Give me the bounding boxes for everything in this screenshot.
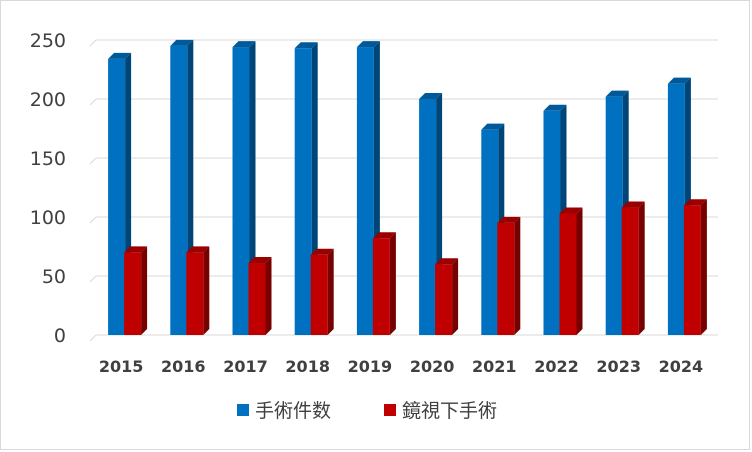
x-tick-label: 2020 — [410, 357, 455, 376]
legend-label: 鏡視下手術 — [402, 400, 497, 422]
bar-series-2-side — [389, 232, 396, 335]
bars — [108, 39, 707, 336]
x-tick-label: 2024 — [659, 357, 704, 376]
bar-series-1-front — [108, 58, 126, 335]
bar-series-2 — [310, 248, 334, 335]
bar-series-1-front — [356, 47, 374, 336]
bar-series-1-front — [667, 83, 685, 335]
gridline-depth — [89, 275, 97, 283]
bar-series-2 — [124, 246, 148, 335]
x-tick-label: 2023 — [596, 357, 641, 376]
bar-series-2-front — [683, 205, 701, 335]
bar-series-1-front — [543, 110, 561, 335]
bar-series-2 — [621, 201, 645, 335]
bar-series-2 — [435, 258, 459, 335]
gridline-depth — [89, 39, 97, 47]
bar-series-2 — [186, 246, 210, 335]
bar-series-1-front — [232, 47, 250, 336]
x-tick-label: 2018 — [285, 357, 330, 376]
y-tick-label: 200 — [30, 89, 66, 111]
legend-swatch — [384, 404, 396, 416]
x-tick-label: 2021 — [472, 357, 517, 376]
bar-series-2-front — [186, 252, 204, 335]
bar-series-2-top — [310, 248, 334, 255]
gridline-depth — [89, 216, 97, 224]
bar-series-1-top — [170, 39, 194, 46]
x-tick-label: 2017 — [223, 357, 268, 376]
y-tick-label: 100 — [30, 207, 66, 229]
bar-series-2 — [248, 257, 272, 335]
bar-series-1-front — [170, 45, 188, 336]
bar-series-2-side — [327, 248, 334, 335]
bar-series-1-top — [667, 77, 691, 84]
bar-series-1-top — [605, 90, 629, 97]
bar-series-1-top — [481, 123, 505, 130]
legend-swatch — [237, 404, 249, 416]
bar-series-2-top — [435, 258, 459, 265]
x-tick-label: 2015 — [99, 357, 144, 376]
x-axis-tick-labels: 2015 2016 2017 2018 2019 2020 2021 2022 2023 2024 — [99, 357, 703, 376]
bar-series-2-top — [248, 257, 272, 264]
bar-series-1-top — [419, 93, 443, 99]
bar-series-1-top — [356, 41, 380, 48]
bar-series-2-side — [452, 258, 459, 335]
bar-series-1-top — [543, 104, 567, 111]
bar-series-1-top — [294, 42, 318, 49]
bar-series-2-side — [638, 201, 645, 335]
x-tick-label: 2022 — [534, 357, 579, 376]
bar-series-1-front — [294, 48, 312, 335]
bar-series-2-front — [310, 254, 328, 335]
bar-series-2-front — [559, 213, 577, 335]
bar-series-2-side — [203, 246, 210, 335]
bar-series-2 — [683, 199, 707, 335]
bar-series-2 — [559, 207, 583, 335]
bar-series-2-front — [435, 264, 453, 335]
bar-series-2-top — [683, 199, 707, 206]
bar-series-2-side — [265, 257, 272, 335]
legend: 手術件数 鏡視下手術 — [237, 400, 497, 422]
bar-series-2 — [497, 216, 521, 335]
gridline-depth — [89, 98, 97, 106]
bar-series-2-top — [186, 246, 210, 253]
bar-series-1-front — [605, 96, 623, 335]
legend-label: 手術件数 — [255, 400, 331, 422]
bar-series-2-top — [124, 246, 148, 253]
x-tick-label: 2016 — [161, 357, 206, 376]
y-tick-label: 50 — [42, 266, 66, 288]
bar-series-2-side — [700, 199, 707, 335]
bar-series-2-side — [141, 246, 148, 335]
bar-series-2 — [372, 232, 396, 335]
y-tick-label: 150 — [30, 148, 66, 170]
bar-series-2-front — [372, 238, 390, 335]
bar-series-2-front — [621, 207, 639, 335]
bar-series-2-top — [372, 232, 396, 239]
bar-series-1-top — [232, 41, 256, 48]
gridline-depth — [89, 157, 97, 165]
bar-series-1-front — [419, 99, 437, 335]
bar-series-2-side — [576, 207, 583, 335]
x-tick-label: 2019 — [348, 357, 393, 376]
bar-series-2-top — [621, 201, 645, 208]
bar-series-2-front — [248, 263, 266, 335]
bar-series-2-front — [497, 222, 515, 335]
bar-series-2-side — [514, 216, 521, 335]
y-axis-tick-labels: 0 50 100 150 200 250 — [30, 30, 66, 347]
y-tick-label: 0 — [54, 325, 66, 347]
bar-series-2-front — [124, 252, 142, 335]
bar-series-2-top — [497, 216, 521, 223]
bar-series-1-front — [481, 129, 499, 335]
y-tick-label: 250 — [30, 30, 66, 52]
bar-series-2-top — [559, 207, 583, 214]
gridline-depth — [89, 334, 97, 342]
bar-series-1-top — [108, 52, 132, 59]
